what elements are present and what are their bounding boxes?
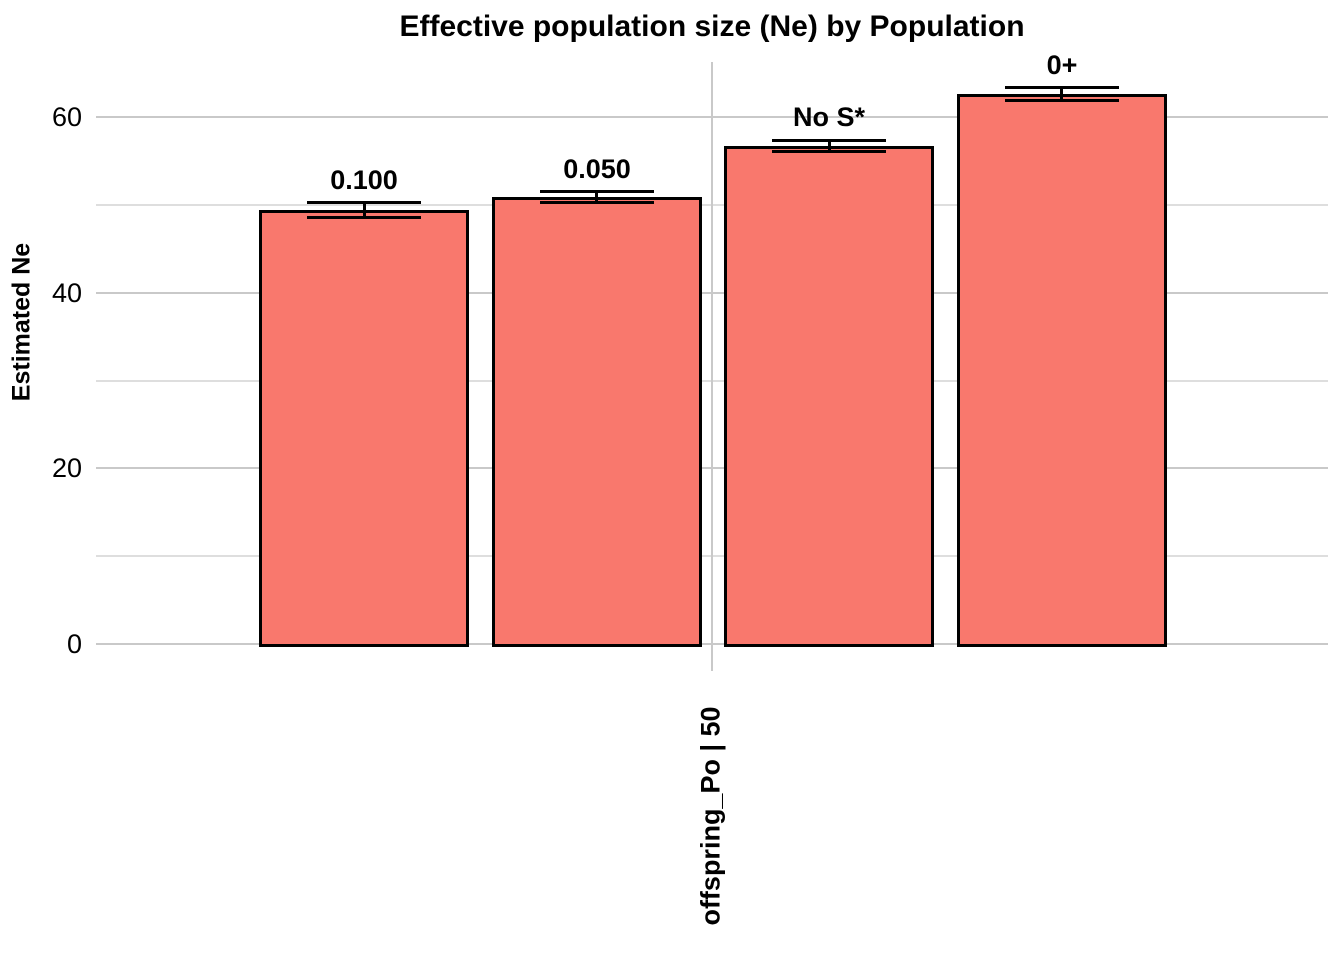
error-bar-cap-bottom xyxy=(772,150,886,153)
error-bar-line xyxy=(595,192,598,203)
bar-group-label: No S* xyxy=(792,102,865,132)
error-bar-line xyxy=(828,140,831,151)
y-axis-title: Estimated Ne xyxy=(7,242,36,402)
error-bar-line xyxy=(363,203,366,218)
bar xyxy=(957,94,1167,647)
error-bar-cap-bottom xyxy=(540,201,654,204)
bar-group-label: 0.100 xyxy=(330,165,398,195)
y-axis-tick-label: 20 xyxy=(51,453,82,483)
y-axis-tick-label: 0 xyxy=(66,629,82,659)
error-bar-cap-top xyxy=(307,201,421,204)
bar xyxy=(492,197,702,647)
y-axis-tick-label: 60 xyxy=(51,102,82,132)
error-bar-cap-bottom xyxy=(1005,99,1119,102)
x-axis-tick-label: offspring_Po | 50 xyxy=(695,706,726,926)
bar xyxy=(724,146,934,647)
bar-group-label: 0+ xyxy=(1046,50,1078,80)
error-bar-cap-top xyxy=(540,190,654,193)
bar xyxy=(259,210,469,647)
chart-title: Effective population size (Ne) by Popula… xyxy=(399,10,1025,43)
error-bar-cap-top xyxy=(772,139,886,142)
error-bar-line xyxy=(1060,88,1063,101)
gridline-vertical xyxy=(711,62,713,671)
error-bar-cap-top xyxy=(1005,86,1119,89)
error-bar-cap-bottom xyxy=(307,216,421,219)
y-axis-tick-label: 40 xyxy=(51,278,82,308)
bar-group-label: 0.050 xyxy=(563,154,631,184)
